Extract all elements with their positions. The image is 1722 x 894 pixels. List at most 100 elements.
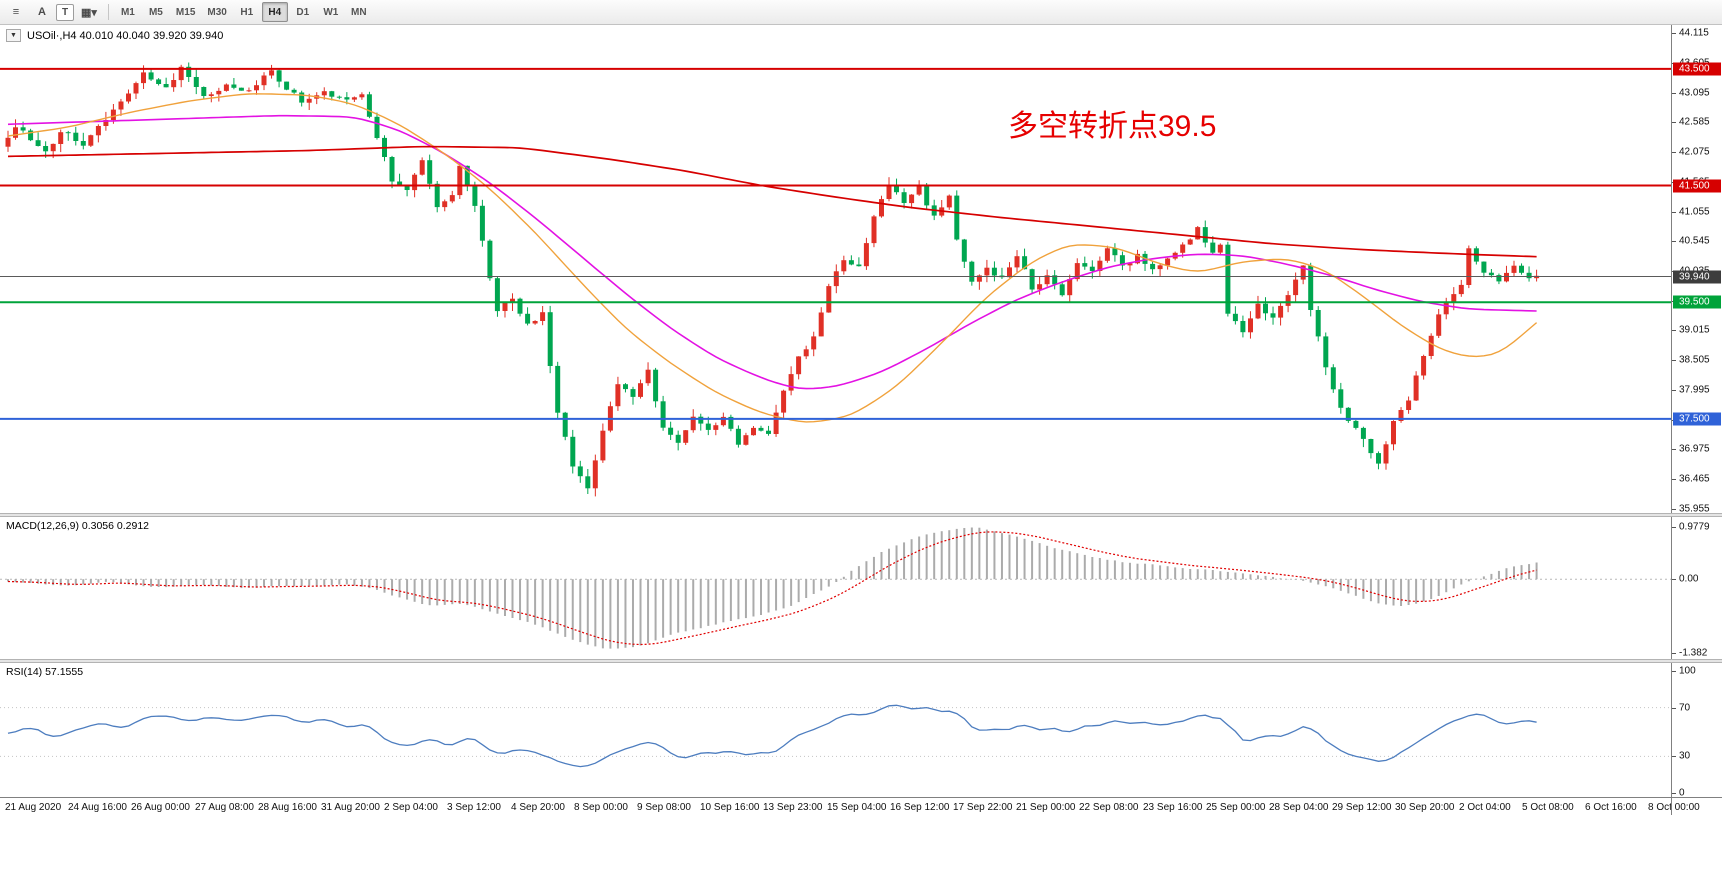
shapes-tool-icon[interactable]: ▦▾ xyxy=(81,6,97,19)
time-axis-label: 29 Sep 12:00 xyxy=(1332,802,1392,813)
price-axis-label: 40.545 xyxy=(1679,235,1710,247)
timeframe-m5-button[interactable]: M5 xyxy=(148,6,163,18)
rsi-axis-label: 30 xyxy=(1679,750,1691,762)
time-axis-label: 6 Oct 16:00 xyxy=(1585,802,1637,813)
price-axis-label: 42.585 xyxy=(1679,116,1710,128)
timeframe-m1-button[interactable]: M1 xyxy=(120,6,135,18)
time-axis-label: 31 Aug 20:00 xyxy=(321,802,380,813)
time-axis-label: 2 Oct 04:00 xyxy=(1459,802,1511,813)
time-axis-label: 5 Oct 08:00 xyxy=(1522,802,1574,813)
price-badge: 39.940 xyxy=(1673,270,1721,284)
rsi-axis-label: 0 xyxy=(1679,787,1685,799)
time-axis-label: 28 Sep 04:00 xyxy=(1269,802,1329,813)
time-axis-label: 17 Sep 22:00 xyxy=(953,802,1013,813)
timeframe-m30-button[interactable]: M30 xyxy=(207,6,227,18)
panel-separator[interactable] xyxy=(0,659,1722,663)
price-chart-panel[interactable]: ▼ USOil·,H4 40.010 40.040 39.920 39.940 … xyxy=(0,25,1722,515)
axis-tick xyxy=(1672,33,1676,34)
time-axis-label: 8 Sep 00:00 xyxy=(574,802,628,813)
axis-tick xyxy=(1672,509,1676,510)
time-axis-label: 21 Aug 2020 xyxy=(5,802,62,813)
chart-annotation-text[interactable]: 多空转折点39.5 xyxy=(1008,110,1217,143)
time-axis-label: 24 Aug 16:00 xyxy=(68,802,127,813)
time-axis-label: 21 Sep 00:00 xyxy=(1016,802,1076,813)
axis-tick xyxy=(1672,756,1676,757)
rsi-indicator-label: RSI(14) 57.1555 xyxy=(6,666,84,678)
time-axis-label: 30 Sep 20:00 xyxy=(1395,802,1455,813)
price-axis-label: 36.975 xyxy=(1679,443,1710,455)
price-axis-label: 36.465 xyxy=(1679,473,1710,485)
price-axis-label: 41.055 xyxy=(1679,206,1710,218)
macd-axis: 0.9779 0.00 -1.382 xyxy=(1671,517,1722,659)
toolbar: ≡ A T ▦▾ M1 M5 M15 M30 H1 H4 D1 W1 MN xyxy=(0,0,1722,25)
price-badge: 41.500 xyxy=(1673,179,1721,193)
rsi-plot[interactable] xyxy=(0,663,1671,797)
axis-tick xyxy=(1672,527,1676,528)
time-axis-label: 25 Sep 00:00 xyxy=(1206,802,1266,813)
timeframe-h4-button[interactable]: H4 xyxy=(261,2,288,22)
axis-tick xyxy=(1672,671,1676,672)
macd-indicator-label: MACD(12,26,9) 0.3056 0.2912 xyxy=(6,520,150,532)
chart-list-icon[interactable]: ≡ xyxy=(12,6,20,18)
axis-tick xyxy=(1672,122,1676,123)
price-axis-label: 44.115 xyxy=(1679,27,1709,39)
time-axis-label: 27 Aug 08:00 xyxy=(195,802,254,813)
axis-tick xyxy=(1672,449,1676,450)
axis-tick xyxy=(1672,653,1676,654)
time-axis-label: 22 Sep 08:00 xyxy=(1079,802,1139,813)
axis-tick xyxy=(1672,330,1676,331)
rsi-axis-label: 100 xyxy=(1679,665,1696,677)
price-axis-label: 35.955 xyxy=(1679,503,1710,515)
price-badge: 43.500 xyxy=(1673,62,1721,76)
panel-separator[interactable] xyxy=(0,513,1722,517)
symbol-row: ▼ USOil·,H4 40.010 40.040 39.920 39.940 xyxy=(6,29,223,42)
time-axis-label: 10 Sep 16:00 xyxy=(700,802,760,813)
axis-tick xyxy=(1672,152,1676,153)
timeframe-group: M1 M5 M15 M30 H1 H4 D1 W1 MN xyxy=(115,2,372,22)
time-axis[interactable]: 21 Aug 2020 24 Aug 16:00 26 Aug 00:00 27 Au… xyxy=(0,797,1722,894)
text-tool-icon[interactable]: T xyxy=(56,3,74,21)
toolbar-separator xyxy=(107,4,109,20)
rsi-axis: 100 70 30 0 xyxy=(1671,663,1722,799)
time-axis-label: 23 Sep 16:00 xyxy=(1143,802,1203,813)
axis-tick xyxy=(1672,793,1676,794)
price-badge: 39.500 xyxy=(1673,295,1721,309)
macd-axis-label: 0.00 xyxy=(1679,573,1699,585)
axis-tick xyxy=(1672,93,1676,94)
axis-tick xyxy=(1672,579,1676,580)
timeframe-h1-button[interactable]: H1 xyxy=(240,6,254,18)
timeframe-mn-button[interactable]: MN xyxy=(351,6,367,18)
axis-tick xyxy=(1672,241,1676,242)
macd-axis-label: 0.9779 xyxy=(1679,521,1710,533)
axis-tick xyxy=(1672,479,1676,480)
time-axis-label: 8 Oct 00:00 xyxy=(1648,802,1700,813)
timeframe-m15-button[interactable]: M15 xyxy=(175,6,196,18)
price-axis-label: 38.505 xyxy=(1679,354,1710,366)
time-axis-label: 28 Aug 16:00 xyxy=(258,802,317,813)
macd-plot[interactable] xyxy=(0,517,1671,659)
price-axis[interactable]: 44.11543.60543.09542.58542.07541.56541.0… xyxy=(1671,25,1722,515)
time-axis-label: 2 Sep 04:00 xyxy=(384,802,438,813)
axis-tick xyxy=(1672,212,1676,213)
candlestick-plot[interactable] xyxy=(0,25,1671,513)
axis-tick xyxy=(1672,708,1676,709)
time-axis-label: 26 Aug 00:00 xyxy=(131,802,190,813)
chart-menu-icon[interactable]: ▼ xyxy=(6,29,21,42)
time-axis-label: 13 Sep 23:00 xyxy=(763,802,823,813)
timeframe-d1-button[interactable]: D1 xyxy=(296,6,310,18)
price-axis-label: 42.075 xyxy=(1679,146,1710,158)
price-axis-label: 43.095 xyxy=(1679,87,1710,99)
macd-panel[interactable]: MACD(12,26,9) 0.3056 0.2912 0.9779 0.00 -1… xyxy=(0,517,1722,659)
rsi-axis-label: 70 xyxy=(1679,702,1691,714)
cursor-tool-icon[interactable]: A xyxy=(38,6,46,18)
time-axis-label: 15 Sep 04:00 xyxy=(827,802,887,813)
price-badge: 37.500 xyxy=(1673,412,1721,426)
macd-axis-label: -1.382 xyxy=(1679,647,1708,659)
price-axis-label: 37.995 xyxy=(1679,384,1710,396)
symbol-title: USOil·,H4 40.010 40.040 39.920 39.940 xyxy=(27,29,224,42)
time-axis-label: 16 Sep 12:00 xyxy=(890,802,950,813)
price-axis-label: 39.015 xyxy=(1679,324,1710,336)
rsi-panel[interactable]: RSI(14) 57.1555 100 70 30 0 xyxy=(0,663,1722,799)
timeframe-w1-button[interactable]: W1 xyxy=(323,6,339,18)
